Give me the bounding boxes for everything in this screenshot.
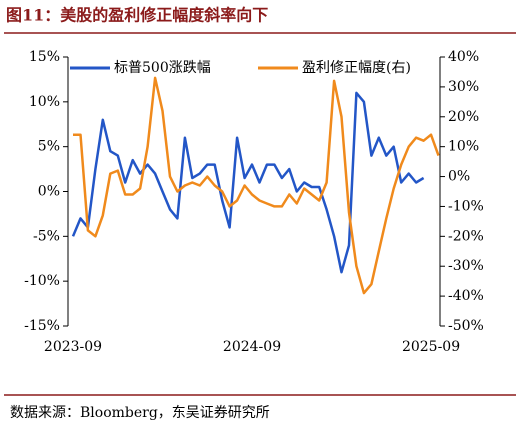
- source: 数据来源：Bloomberg，东吴证券研究所: [10, 405, 270, 421]
- y-tick-label: 10%: [29, 94, 60, 110]
- series-line: [73, 76, 440, 295]
- y2-tick-label: -40%: [448, 288, 484, 304]
- x-tick-label: 2024-09: [223, 339, 281, 355]
- y-tick-label: 5%: [38, 139, 60, 155]
- chart-title: 图11：美股的盈利修正幅度斜率向下: [6, 6, 268, 25]
- y2-tick-label: -20%: [448, 228, 484, 244]
- y-tick-label: 15%: [29, 49, 60, 65]
- y-tick-label: -15%: [24, 318, 60, 334]
- legend-label: 盈利修正幅度(右): [302, 60, 411, 76]
- y2-tick-label: -10%: [448, 198, 484, 214]
- y2-tick-label: 30%: [448, 79, 479, 95]
- y2-tick-label: 0%: [448, 169, 470, 185]
- y2-tick-label: 40%: [448, 49, 479, 65]
- x-tick-label: 2025-09: [402, 339, 460, 355]
- y-tick-label: -10%: [24, 273, 60, 289]
- series-line: [71, 91, 425, 274]
- y-tick-label: 0%: [38, 184, 60, 200]
- y2-tick-label: -50%: [448, 318, 484, 334]
- y2-tick-label: 10%: [448, 139, 479, 155]
- legend-label: 标普500涨跌幅: [114, 60, 211, 76]
- y-tick-label: -5%: [33, 228, 60, 244]
- y2-tick-label: 20%: [448, 109, 479, 125]
- x-tick-label: 2023-09: [44, 339, 102, 355]
- y2-tick-label: -30%: [448, 258, 484, 274]
